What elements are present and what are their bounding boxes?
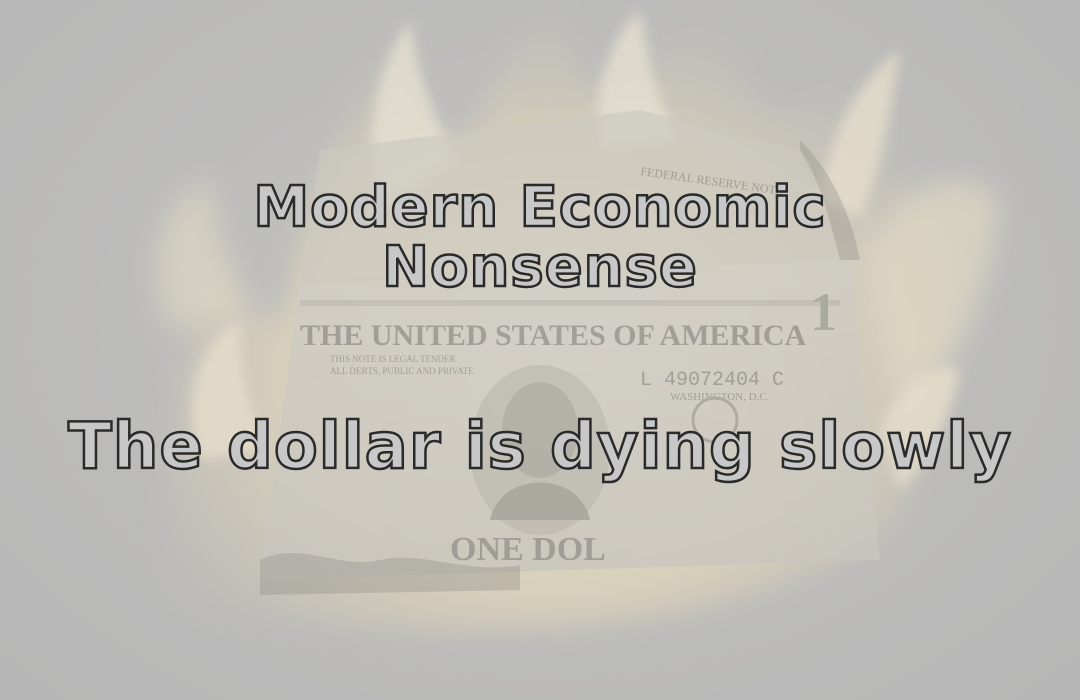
banknote-header: THE UNITED STATES OF AMERICA — [300, 319, 807, 352]
banknote: THE UNITED STATES OF AMERICA THIS NOTE I… — [260, 110, 880, 580]
charred-edges — [260, 140, 860, 595]
portrait-head — [502, 382, 578, 478]
banknote-corner-value: 1 — [810, 282, 837, 342]
banknote-city: WASHINGTON, D.C. — [670, 391, 770, 403]
banknote-tender-2: ALL DEBTS, PUBLIC AND PRIVATE — [330, 366, 474, 376]
banknote-denomination: ONE DOL — [450, 531, 606, 568]
seal-ring — [691, 396, 739, 444]
headline-line-2: Nonsense — [381, 235, 698, 300]
banknote-serial: L 49072404 C — [640, 369, 784, 392]
subheadline: The dollar is dying slowly — [67, 409, 1012, 486]
portrait-shoulders — [490, 482, 590, 520]
banknote-tender-1: THIS NOTE IS LEGAL TENDER — [330, 354, 456, 364]
headline-line-1: Modern Economic — [252, 175, 827, 240]
headline: Modern Economic Nonsense — [0, 175, 1080, 300]
